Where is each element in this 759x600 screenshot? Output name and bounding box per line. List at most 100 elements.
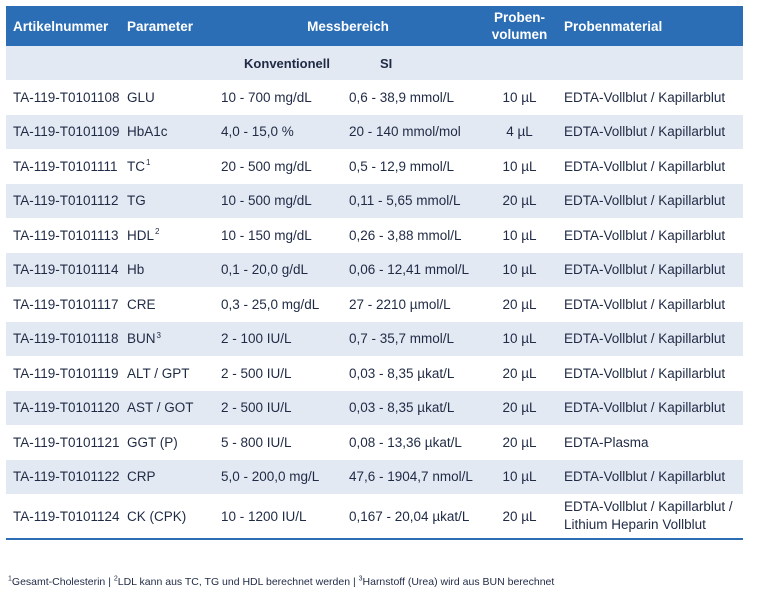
cell-parameter: AST / GOT bbox=[120, 390, 214, 425]
cell-parameter: ALT / GPT bbox=[120, 356, 214, 391]
cell-probenmaterial: EDTA-Vollblut / Kapillarblut bbox=[557, 183, 744, 218]
table-row: TA-119-T0101121 GGT (P) 5 - 800 IU/L 0,08 -… bbox=[6, 425, 744, 460]
cell-probenvolumen: 10 µL bbox=[482, 459, 558, 494]
cell-konventionell: 10 - 150 mg/dL bbox=[214, 218, 342, 253]
subheader-konventionell: Konventionell bbox=[214, 46, 342, 80]
cell-probenvolumen: 20 µL bbox=[482, 287, 558, 322]
subheader-empty-3 bbox=[482, 46, 558, 80]
table-row: TA-119-T0101108 GLU 10 - 700 mg/dL 0,6 - 38… bbox=[6, 80, 744, 115]
cell-si: 20 - 140 mmol/mol bbox=[342, 114, 483, 149]
cell-parameter: HbA1c bbox=[120, 114, 214, 149]
cell-konventionell: 2 - 500 IU/L bbox=[214, 356, 342, 391]
table-subheader-row: Konventionell SI bbox=[6, 46, 744, 80]
cell-si: 0,11 - 5,65 mmol/L bbox=[342, 183, 483, 218]
cell-probenvolumen: 20 µL bbox=[482, 425, 558, 460]
cell-konventionell: 10 - 700 mg/dL bbox=[214, 80, 342, 115]
header-messbereich: Messbereich bbox=[214, 6, 483, 46]
parameter-name: BUN bbox=[127, 331, 156, 347]
parameter-name: ALT / GPT bbox=[127, 365, 190, 381]
footnote-reference: 2 bbox=[155, 227, 160, 237]
table-row: TA-119-T0101112 TG 10 - 500 mg/dL 0,11 - 5,… bbox=[6, 183, 744, 218]
cell-si: 47,6 - 1904,7 nmol/L bbox=[342, 459, 483, 494]
table-row: TA-119-T0101117 CRE 0,3 - 25,0 mg/dL 27 - 2… bbox=[6, 287, 744, 322]
parameter-name: CRP bbox=[127, 469, 156, 485]
table-row: TA-119-T0101114 Hb 0,1 - 20,0 g/dL 0,06 - 1… bbox=[6, 252, 744, 287]
table-row: TA-119-T0101120 AST / GOT 2 - 500 IU/L 0,03… bbox=[6, 390, 744, 425]
footnote-marker-1: 1 bbox=[8, 575, 12, 583]
cell-probenvolumen: 4 µL bbox=[482, 114, 558, 149]
cell-probenvolumen: 20 µL bbox=[482, 356, 558, 391]
cell-probenmaterial: EDTA-Vollblut / Kapillarblut bbox=[557, 287, 744, 322]
subheader-si: SI bbox=[342, 46, 483, 80]
footnote-text-3: Harnstoff (Urea) wird aus BUN berechnet bbox=[362, 576, 555, 588]
footnote-marker-2: 2 bbox=[113, 575, 118, 583]
footnote-reference: 3 bbox=[156, 330, 161, 340]
footnote-text-1: Gesamt-Cholesterin | bbox=[11, 576, 114, 588]
cell-probenmaterial: EDTA-Plasma bbox=[557, 425, 744, 460]
cell-probenmaterial: EDTA-Vollblut / Kapillarblut bbox=[557, 321, 744, 356]
cell-artikelnummer: TA-119-T0101109 bbox=[6, 114, 120, 149]
cell-parameter: CRP bbox=[120, 459, 214, 494]
cell-artikelnummer: TA-119-T0101120 bbox=[6, 390, 120, 425]
cell-artikelnummer: TA-119-T0101121 bbox=[6, 425, 120, 460]
cell-artikelnummer: TA-119-T0101113 bbox=[6, 218, 120, 253]
table-row: TA-119-T0101122 CRP 5,0 - 200,0 mg/L 47,6 -… bbox=[6, 459, 744, 494]
cell-parameter: BUN3 bbox=[120, 321, 214, 356]
parameter-name: CRE bbox=[127, 296, 156, 312]
cell-artikelnummer: TA-119-T0101124 bbox=[6, 494, 120, 540]
parameter-name: GLU bbox=[127, 89, 155, 105]
cell-probenmaterial: EDTA-Vollblut / Kapillarblut bbox=[557, 149, 744, 184]
table-row: TA-119-T0101111 TC1 20 - 500 mg/dL 0,5 - 12… bbox=[6, 149, 744, 184]
parameter-name: TG bbox=[127, 193, 146, 209]
cell-probenvolumen: 20 µL bbox=[482, 390, 558, 425]
cell-artikelnummer: TA-119-T0101117 bbox=[6, 287, 120, 322]
cell-artikelnummer: TA-119-T0101108 bbox=[6, 80, 120, 115]
cell-konventionell: 2 - 100 IU/L bbox=[214, 321, 342, 356]
cell-probenmaterial: EDTA-Vollblut / Kapillarblut bbox=[557, 459, 744, 494]
cell-probenmaterial: EDTA-Vollblut / Kapillarblut bbox=[557, 218, 744, 253]
cell-artikelnummer: TA-119-T0101118 bbox=[6, 321, 120, 356]
cell-parameter: GGT (P) bbox=[120, 425, 214, 460]
cell-probenvolumen: 10 µL bbox=[482, 80, 558, 115]
cell-parameter: HDL2 bbox=[120, 218, 214, 253]
table-row: TA-119-T0101109 HbA1c 4,0 - 15,0 % 20 - 140… bbox=[6, 114, 744, 149]
cell-probenvolumen: 10 µL bbox=[482, 149, 558, 184]
cell-probenvolumen: 10 µL bbox=[482, 252, 558, 287]
parameter-name: CK (CPK) bbox=[127, 508, 187, 524]
subheader-empty-4 bbox=[557, 46, 744, 80]
cell-si: 0,167 - 20,04 µkat/L bbox=[342, 494, 483, 540]
cell-konventionell: 0,3 - 25,0 mg/dL bbox=[214, 287, 342, 322]
footnote-marker-3: 3 bbox=[358, 575, 363, 583]
parameter-name: Hb bbox=[127, 262, 145, 278]
cell-probenmaterial: EDTA-Vollblut / Kapillarblut bbox=[557, 252, 744, 287]
cell-parameter: Hb bbox=[120, 252, 214, 287]
footnote-text-2: LDL kann aus TC, TG und HDL berechnet we… bbox=[117, 576, 359, 588]
parameter-name: GGT (P) bbox=[127, 434, 178, 450]
cell-konventionell: 2 - 500 IU/L bbox=[214, 390, 342, 425]
cell-si: 0,6 - 38,9 mmol/L bbox=[342, 80, 483, 115]
cell-probenvolumen: 10 µL bbox=[482, 321, 558, 356]
header-artikelnummer: Artikelnummer bbox=[6, 6, 120, 46]
parameter-name: HDL bbox=[127, 227, 155, 243]
cell-parameter: TG bbox=[120, 183, 214, 218]
parameter-name: TC bbox=[127, 158, 145, 174]
cell-probenmaterial: EDTA-Vollblut / Kapillarblut bbox=[557, 390, 744, 425]
cell-probenvolumen: 10 µL bbox=[482, 218, 558, 253]
cell-konventionell: 10 - 500 mg/dL bbox=[214, 183, 342, 218]
cell-si: 0,08 - 13,36 µkat/L bbox=[342, 425, 483, 460]
table-row: TA-119-T0101119 ALT / GPT 2 - 500 IU/L 0,03… bbox=[6, 356, 744, 391]
cell-artikelnummer: TA-119-T0101112 bbox=[6, 183, 120, 218]
cell-konventionell: 0,1 - 20,0 g/dL bbox=[214, 252, 342, 287]
table-row: TA-119-T0101124 CK (CPK) 10 - 1200 IU/L 0,1… bbox=[6, 494, 744, 540]
subheader-empty-1 bbox=[6, 46, 120, 80]
cell-si: 0,06 - 12,41 mmol/L bbox=[342, 252, 483, 287]
header-probenvolumen: Proben- volumen bbox=[482, 6, 558, 46]
cell-parameter: CK (CPK) bbox=[120, 494, 214, 540]
subheader-empty-2 bbox=[120, 46, 214, 80]
cell-probenvolumen: 20 µL bbox=[482, 494, 558, 540]
header-probenmaterial: Probenmaterial bbox=[557, 6, 744, 46]
footnote-reference: 1 bbox=[146, 158, 151, 168]
parameter-name: AST / GOT bbox=[127, 400, 194, 416]
header-parameter: Parameter bbox=[120, 6, 214, 46]
